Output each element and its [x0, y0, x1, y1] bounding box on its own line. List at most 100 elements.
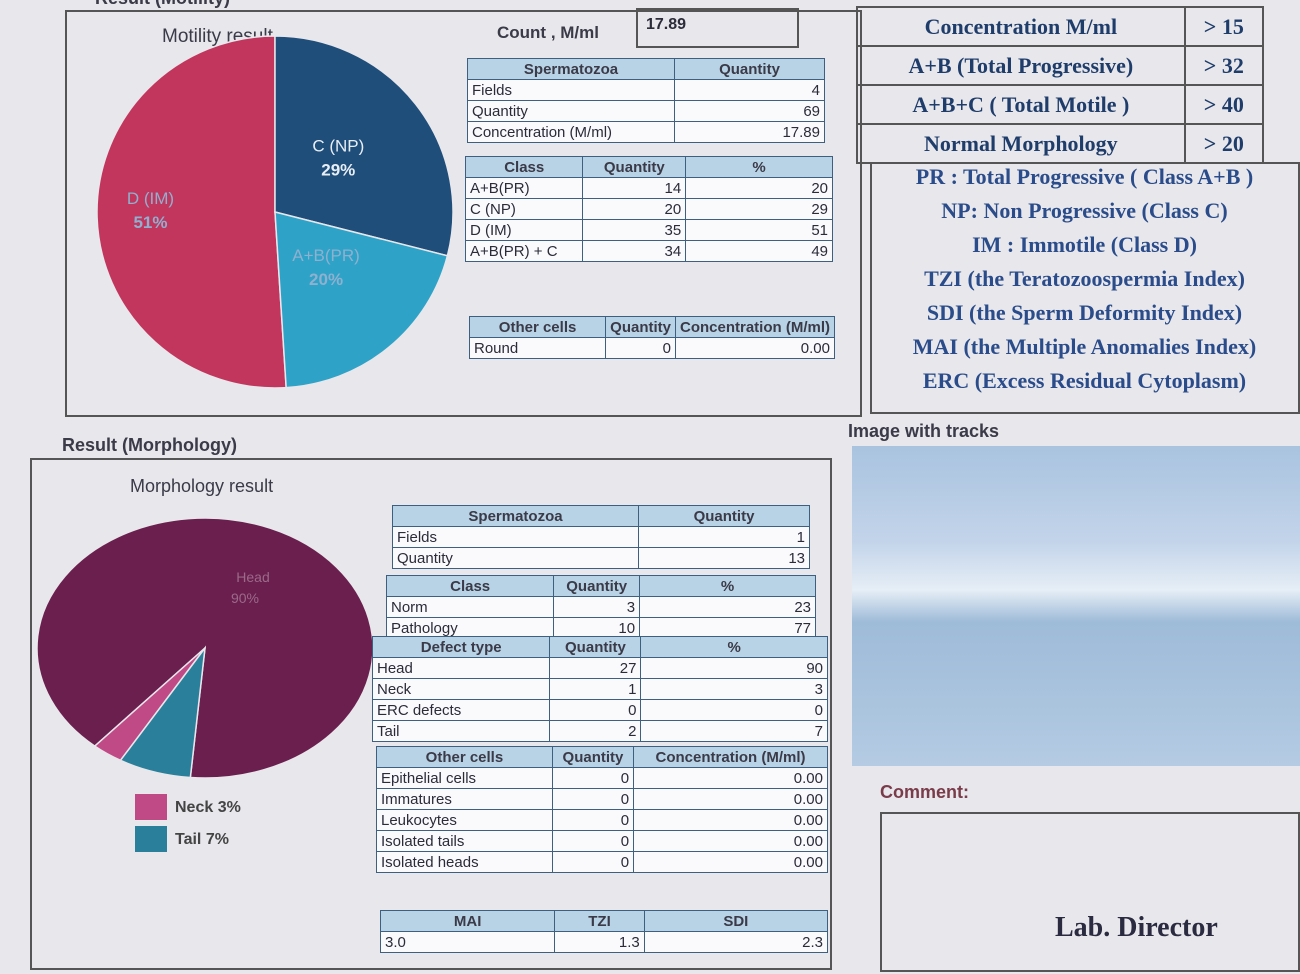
motility-frame	[65, 10, 862, 417]
table-row: Concentration (M/ml) 17.89	[466, 121, 825, 143]
table-row: A+B(PR) + C 34 49	[464, 240, 833, 262]
abbreviation: SDI (the Sperm Deformity Index)	[926, 300, 1243, 325]
header-cell: Defect type	[371, 636, 551, 658]
pie-label: A+B(PR)	[292, 246, 360, 265]
table-cell: 0.00	[633, 788, 828, 810]
table-cell: Fields	[391, 526, 640, 548]
legend-label: Tail	[175, 831, 201, 848]
table-row: Immatures 0 0.00	[376, 788, 828, 810]
table-row: C (NP) 20 29	[464, 198, 833, 220]
table-cell: C (NP)	[464, 198, 584, 220]
table-cell: Isolated heads	[376, 851, 553, 873]
table-cell: Neck	[371, 678, 551, 700]
table-cell: 0	[551, 767, 635, 789]
legend-entry: Tail 7%	[175, 831, 229, 848]
data-table: Defect type Quantity% Head 27 90 Neck 1 3 ERC de…	[371, 636, 828, 742]
table-cell: 0.00	[633, 809, 828, 831]
table-cell: 0	[605, 337, 676, 359]
table-row: Norm 3 23	[385, 596, 816, 618]
table-cell: 17.89	[674, 121, 825, 143]
reference-table: Concentration M/ml > 15 A+B (Total Progres…	[856, 6, 1265, 164]
header-cell: Quantity	[638, 505, 810, 527]
table-cell: 3	[553, 596, 641, 618]
data-table: Other cells Quantity Concentration (M/ml) R…	[468, 316, 835, 359]
pie-label: D (IM)	[127, 189, 174, 208]
table-cell: 0.00	[675, 337, 835, 359]
table-cell: 0	[640, 699, 828, 721]
table-row: Fields 4	[466, 79, 825, 101]
table-cell: Fields	[466, 79, 676, 101]
reference-cell: > 32	[1183, 45, 1265, 86]
table-cell: 1	[638, 526, 810, 548]
reference-cell: A+B+C ( Total Motile )	[856, 84, 1186, 125]
table-row: Leukocytes 0 0.00	[376, 809, 828, 831]
header-cell: Other cells	[376, 746, 553, 768]
abbreviation: NP: Non Progressive (Class C)	[941, 198, 1228, 223]
table-cell: Norm	[385, 596, 555, 618]
header-cell: TZI	[554, 910, 645, 932]
table-cell: Immatures	[376, 788, 553, 810]
track-image	[852, 446, 1300, 766]
table-row: Neck 1 3	[371, 678, 828, 700]
table-cell: 2.3	[643, 931, 829, 953]
header-cell: Quantity	[605, 316, 676, 338]
header-row: MAI TZI SDI	[379, 910, 829, 932]
table-cell: Leukocytes	[376, 809, 553, 831]
table-row: Isolated tails 0 0.00	[376, 830, 828, 852]
header-cell: %	[640, 636, 828, 658]
section-title: Result (Motility)	[95, 0, 230, 9]
header-cell: Class	[464, 156, 584, 178]
table-cell: Quantity	[466, 100, 676, 122]
data-table: MAI TZI SDI 3.0 1.3 2.3	[379, 910, 829, 953]
comment-label: Comment:	[880, 782, 969, 802]
header-cell: SDI	[643, 910, 829, 932]
pie-slice	[119, 645, 207, 779]
data-table: Class Quantity% A+B(PR) 14 20 C (NP) 20 29 D (IM…	[464, 156, 833, 262]
pie-slice	[96, 35, 287, 389]
table-row: Epithelial cells 0 0.00	[376, 767, 828, 789]
table-cell: 20	[582, 198, 687, 220]
table-cell: 1.3	[554, 931, 645, 953]
table-cell: 20	[685, 177, 833, 199]
header-cell: Quantity	[582, 156, 687, 178]
table-row: D (IM) 35 51	[464, 219, 833, 241]
header-cell: Concentration (M/ml)	[675, 316, 835, 338]
table-cell: 0.00	[633, 830, 828, 852]
table-row: Pathology 10 77	[385, 617, 816, 639]
table-cell: 0	[549, 699, 642, 721]
reference-row: A+B+C ( Total Motile ) > 40	[856, 84, 1265, 125]
table-cell: 7	[640, 720, 828, 742]
abbreviation-frame	[870, 162, 1300, 414]
pie-slice	[274, 35, 454, 257]
table-cell: 51	[685, 219, 833, 241]
abbreviation: TZI (the Teratozoospermia Index)	[924, 266, 1245, 291]
table-cell: 34	[582, 240, 687, 262]
table-row: Quantity 69	[466, 100, 825, 122]
reference-cell: A+B (Total Progressive)	[856, 45, 1186, 86]
legend-swatch	[135, 794, 167, 820]
header-row: Spermatozoa Quantity	[391, 505, 810, 527]
header-row: Other cells Quantity Concentration (M/ml)	[376, 746, 828, 768]
table-cell: 35	[582, 219, 687, 241]
header-cell: Concentration (M/ml)	[633, 746, 828, 768]
table-cell: 3	[640, 678, 828, 700]
box-title: Morphology result	[130, 476, 274, 496]
reference-row: A+B (Total Progressive) > 32	[856, 45, 1265, 86]
table-cell: Round	[468, 337, 607, 359]
table-row: A+B(PR) 14 20	[464, 177, 833, 199]
header-cell: Quantity	[674, 58, 825, 80]
table-row: Round 0 0.00	[468, 337, 835, 359]
table-row: 3.0 1.3 2.3	[379, 931, 829, 953]
data-table: Spermatozoa Quantity Fields 1 Quantity 13	[391, 505, 810, 569]
table-row: Tail 2 7	[371, 720, 828, 742]
table-row: Head 27 90	[371, 657, 828, 679]
pie-value-label: 51%	[133, 213, 167, 232]
table-cell: 0.00	[633, 851, 828, 873]
table-cell: 1	[549, 678, 642, 700]
data-table: Other cells Quantity Concentration (M/ml) E…	[376, 746, 828, 873]
table-cell: Tail	[371, 720, 551, 742]
data-table: Class Quantity% Norm 3 23 Pathology 10 77	[385, 575, 816, 639]
header-cell: Class	[385, 575, 555, 597]
